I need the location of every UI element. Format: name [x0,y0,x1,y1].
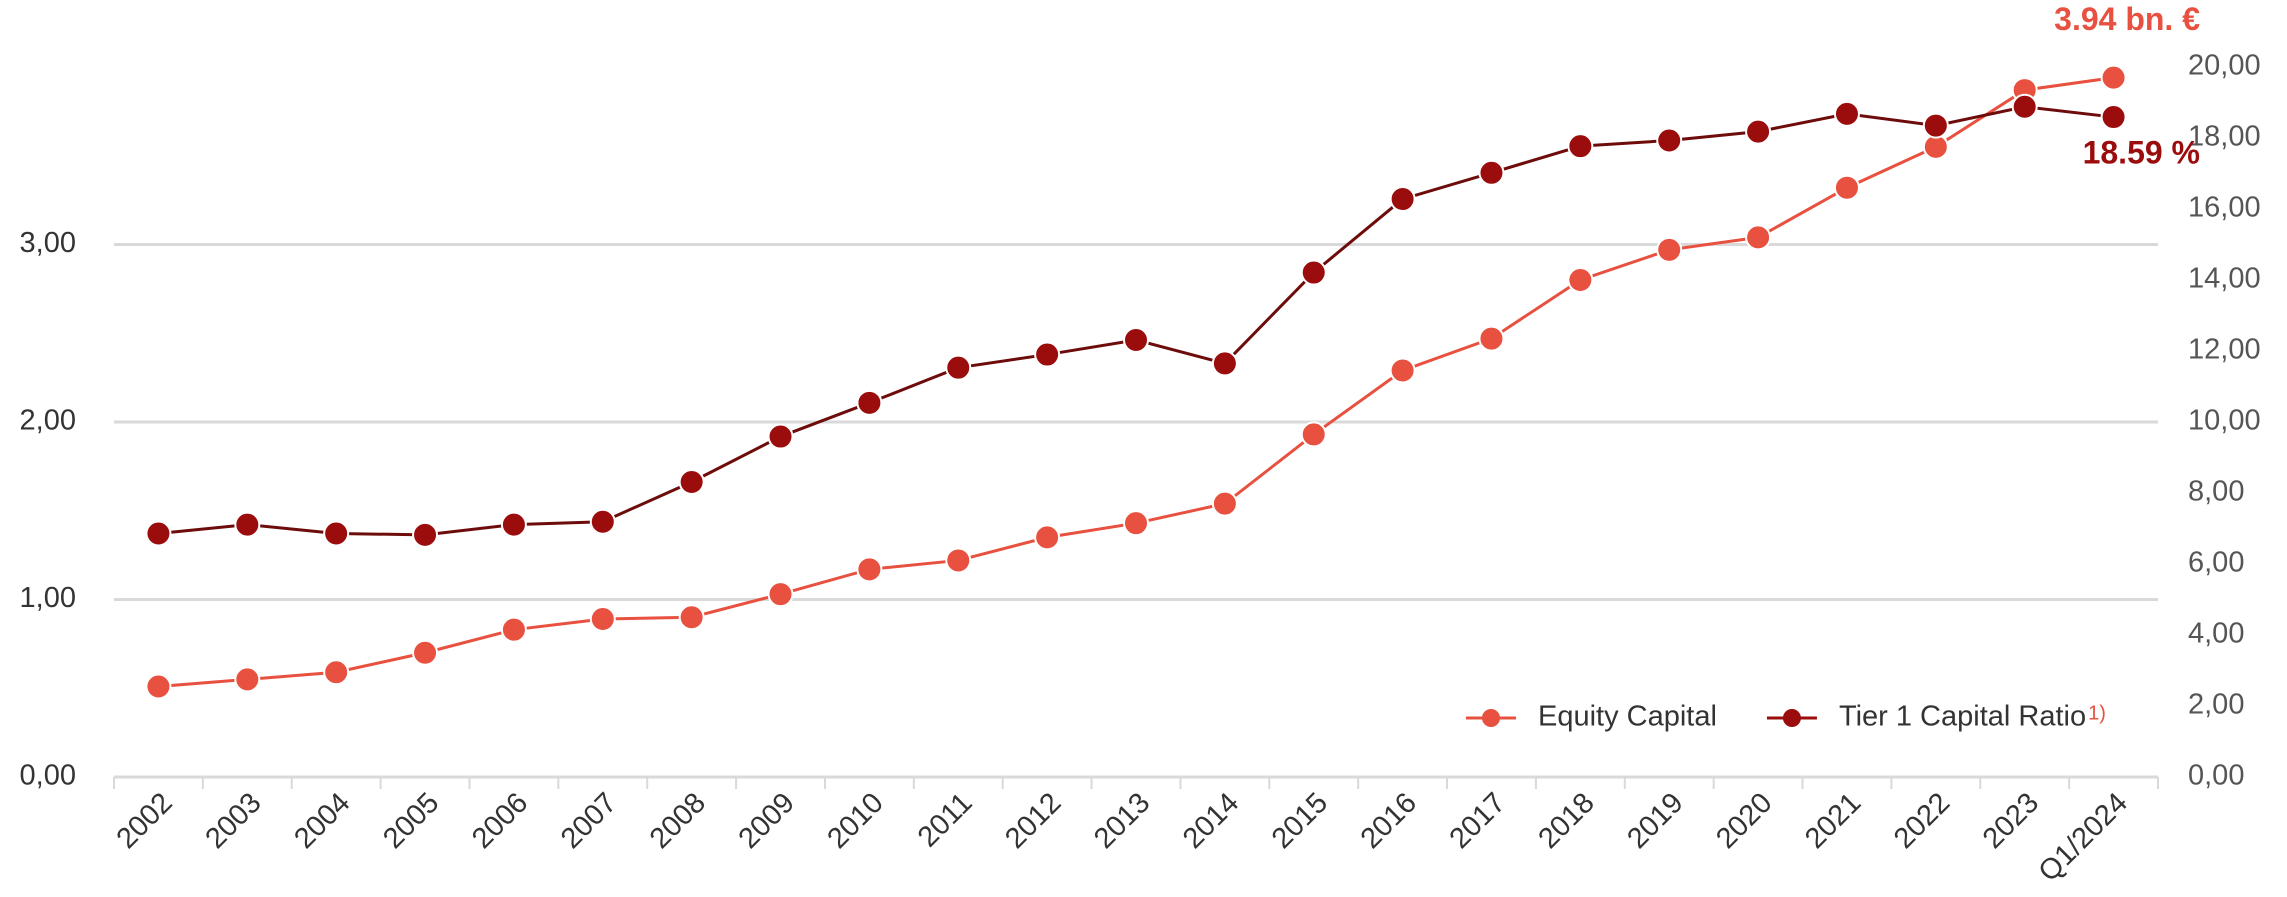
y2-tick-label: 6,00 [2188,547,2244,579]
data-point [500,616,527,643]
data-point [500,511,527,538]
series-line [158,105,2114,537]
x-tick-label: 2011 [912,787,979,854]
data-point [1389,186,1416,213]
x-tick-label: 2003 [199,787,267,855]
data-point [767,423,794,450]
legend-label: Tier 1 Capital Ratio [1839,701,2086,733]
data-point [323,659,350,686]
y2-tick-label: 14,00 [2188,263,2261,295]
legend-marker [1782,709,1801,727]
x-tick-label: 2010 [822,787,890,855]
data-point [1922,112,1949,139]
data-point [945,547,972,574]
data-point [1833,100,1860,127]
data-point [1833,174,1860,201]
data-point [1034,341,1061,368]
data-point [412,521,439,548]
x-tick-label: 2020 [1710,787,1778,855]
annotation: 18.59 % [2083,135,2200,171]
data-point [2100,64,2127,91]
x-tick-label: 2021 [1799,787,1867,855]
data-point [1123,326,1149,353]
y2-tick-label: 2,00 [2188,689,2244,721]
data-point [145,673,172,700]
data-point [1034,524,1061,551]
x-tick-label: 2019 [1621,787,1689,855]
data-point [856,389,883,416]
data-point [1567,267,1594,293]
legend-footnote: 1) [2088,702,2106,724]
legend-marker [1482,709,1500,727]
data-point [856,556,883,583]
data-point [2011,93,2038,120]
data-point [1745,118,1772,145]
data-point [1389,357,1416,384]
y2-tick-label: 10,00 [2188,405,2261,437]
x-tick-label: 2004 [288,787,356,855]
data-point [323,520,350,547]
x-tick-label: 2015 [1266,787,1334,855]
data-point [589,508,616,535]
x-tick-label: Q1/2024 [2033,787,2134,888]
x-tick-label: 2007 [555,787,623,855]
x-tick-label: 2012 [999,787,1067,855]
data-point [678,468,705,495]
data-point [1211,490,1238,517]
y2-tick-label: 16,00 [2188,192,2261,224]
data-point [1300,421,1327,448]
data-point [1656,127,1683,154]
x-tick-label: 2013 [1088,787,1156,855]
y2-tick-label: 8,00 [2188,476,2244,508]
series-line [158,76,2114,688]
x-tick-label: 2008 [644,787,712,855]
x-tick-label: 2018 [1532,787,1600,855]
y2-tick-label: 20,00 [2188,50,2261,82]
data-point [589,606,616,633]
data-point [1211,350,1238,377]
data-point [1478,159,1505,186]
data-point [1745,224,1772,251]
x-tick-label: 2006 [466,787,534,855]
annotation: 3.94 bn. € [2054,1,2200,37]
data-point [1300,259,1327,286]
data-point [1656,236,1683,263]
y2-tick-label: 18,00 [2188,121,2261,153]
data-point [234,511,261,538]
y2-tick-label: 0,00 [2188,760,2244,792]
data-point [767,581,794,608]
y2-tick-label: 12,00 [2188,334,2261,366]
x-tick-label: 2023 [1977,787,2045,855]
x-tick-label: 2009 [733,787,801,855]
data-point [412,639,439,666]
legend-label: Equity Capital [1538,701,1717,733]
x-tick-label: 2002 [111,787,179,855]
data-point [145,520,172,547]
x-tick-label: 2014 [1177,787,1245,855]
data-point [1478,325,1505,352]
y-tick-label: 2,00 [20,405,76,437]
data-point [2100,104,2127,131]
x-tick-label: 2016 [1355,787,1423,855]
y2-tick-label: 4,00 [2188,618,2244,650]
x-tick-label: 2005 [377,787,445,855]
data-point [678,604,705,631]
data-point [945,354,972,381]
x-tick-label: 2022 [1888,787,1956,855]
data-point [1123,510,1149,537]
data-point [1567,133,1594,160]
data-point [234,666,261,693]
y-tick-label: 0,00 [20,760,76,792]
y-tick-label: 3,00 [20,227,76,259]
y-tick-label: 1,00 [20,582,76,614]
x-tick-label: 2017 [1444,787,1512,855]
